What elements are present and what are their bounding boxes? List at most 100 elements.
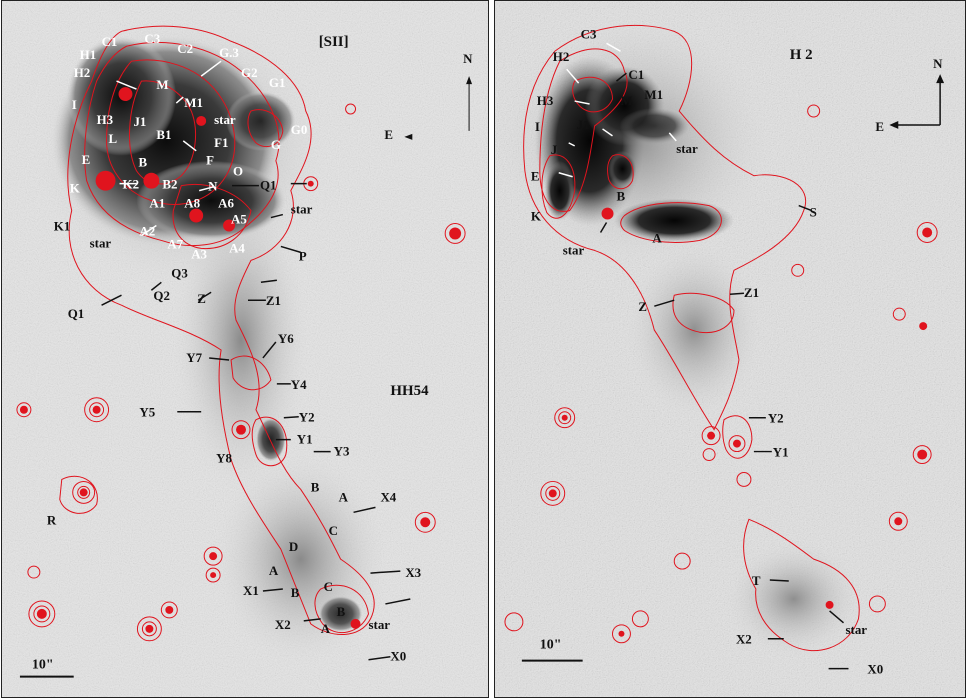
knot-label-p: P <box>299 248 307 263</box>
knot-label-d: D <box>289 539 298 554</box>
sii-compass-east: E <box>384 127 393 142</box>
knot-label-j1: J1 <box>133 114 146 129</box>
knot-label-a7: A7 <box>167 236 183 251</box>
sii-panel-title: [SII] <box>319 34 349 50</box>
knot-label-x1: X1 <box>243 583 259 598</box>
knot-label-a-low2: A <box>321 621 331 636</box>
h2-label-h2: H2 <box>553 49 570 64</box>
knot-label-g: G <box>271 137 281 152</box>
h2-nebula-emission <box>495 11 864 659</box>
knot-label-r-left: R <box>47 512 57 527</box>
sii-compass: N E <box>384 51 473 142</box>
h2-label-m1: M1 <box>644 87 663 102</box>
sii-label-leaders <box>101 60 411 661</box>
h2-label-k: K <box>531 209 541 224</box>
h2-label-j: J <box>551 142 558 157</box>
h2-label-h3: H3 <box>537 93 554 108</box>
knot-label-a1: A1 <box>149 196 165 211</box>
h2-scale-label: 10" <box>540 638 562 653</box>
knot-label-y4: Y4 <box>291 377 307 392</box>
knot-label-y6: Y6 <box>278 331 294 346</box>
sii-image-panel: C1 C3 C2 H1 H2 I H3 J1 L B1 M M1 star G.… <box>1 0 489 698</box>
knot-label-star-a: star <box>214 112 236 127</box>
knot-label-a-mid: A <box>339 489 349 504</box>
knot-label-c2: C2 <box>177 41 193 56</box>
knot-label-f1: F1 <box>214 135 228 150</box>
knot-label-n: N <box>208 179 218 194</box>
h2-compass: N E <box>875 56 945 134</box>
knot-label-x0-left: X0 <box>390 649 406 664</box>
h2-label-leaders <box>558 42 849 670</box>
knot-label-a8: A8 <box>184 196 200 211</box>
knot-label-a-low1: A <box>269 563 279 578</box>
knot-label-k: K <box>70 181 80 196</box>
h2-compass-east: E <box>875 119 884 134</box>
knot-label-star-b: star <box>291 202 313 217</box>
knot-label-a2: A2 <box>139 223 155 238</box>
knot-label-m1: M1 <box>184 95 203 110</box>
knot-label-x3: X3 <box>405 565 421 580</box>
knot-label-h1: H1 <box>80 47 97 62</box>
h2-label-a: A <box>652 230 662 245</box>
knot-label-a3: A3 <box>191 246 207 261</box>
knot-label-c-low: C <box>324 579 333 594</box>
knot-label-y7: Y7 <box>186 350 202 365</box>
sii-contours <box>59 25 375 635</box>
knot-label-z: Z <box>197 291 206 306</box>
h2-label-x2: X2 <box>736 632 752 647</box>
knot-label-g3: G.3 <box>219 45 239 60</box>
knot-label-star-c: star <box>90 235 112 250</box>
knot-label-f: F <box>206 153 214 168</box>
knot-label-m: M <box>156 77 168 92</box>
sii-scale-label: 10" <box>32 658 54 673</box>
knot-label-b1: B1 <box>156 127 171 142</box>
h2-label-star-c: star <box>846 622 868 637</box>
knot-label-o: O <box>233 164 243 179</box>
h2-label-x0: X0 <box>867 662 883 677</box>
knot-label-b: B <box>138 155 147 170</box>
h2-field-stars <box>504 104 938 644</box>
h2-label-b: B <box>616 189 625 204</box>
knot-label-a4: A4 <box>229 240 245 255</box>
h2-label-star-a: star <box>676 141 698 156</box>
knot-label-y2: Y2 <box>299 410 315 425</box>
knot-label-c1: C1 <box>102 34 118 49</box>
knot-label-b-mid: B <box>311 479 320 494</box>
sii-knot-labels-white: C1 C3 C2 H1 H2 I H3 J1 L B1 M M1 star G.… <box>70 31 308 261</box>
sii-compass-north: N <box>463 51 473 66</box>
knot-label-e: E <box>82 152 91 167</box>
knot-label-q3: Q3 <box>171 265 188 280</box>
knot-label-y3: Y3 <box>334 444 350 459</box>
knot-label-y8: Y8 <box>216 451 232 466</box>
knot-label-y1: Y1 <box>297 432 313 447</box>
knot-label-q1-lower: Q1 <box>68 306 85 321</box>
h2-contours <box>523 24 860 652</box>
knot-label-h3: H3 <box>97 112 114 127</box>
h2-knot-labels: C3 H2 C1 H3 M M1 I J1 J star E B K S sta… <box>531 26 883 676</box>
h2-panel-title: H 2 <box>790 47 813 63</box>
h2-compass-north: N <box>933 56 943 71</box>
knot-label-z1: Z1 <box>266 293 281 308</box>
h2-scale-bar: 10" <box>521 638 583 662</box>
h2-label-y2: Y2 <box>768 411 784 426</box>
h2-label-z: Z <box>638 299 647 314</box>
h2-label-j1: J1 <box>577 117 590 132</box>
h2-label-e: E <box>531 169 540 184</box>
knot-label-c3: C3 <box>144 31 160 46</box>
h2-label-s: S <box>810 205 817 220</box>
sii-image: C1 C3 C2 H1 H2 I H3 J1 L B1 M M1 star G.… <box>2 1 488 697</box>
hh54-object-label: HH54 <box>390 383 429 399</box>
h2-image-panel: C3 H2 C1 H3 M M1 I J1 J star E B K S sta… <box>494 0 966 698</box>
knot-label-star-d: star <box>368 617 390 632</box>
h2-label-star-b: star <box>563 242 585 257</box>
knot-label-b2: B2 <box>162 177 177 192</box>
knot-label-b-low2: B <box>337 604 346 619</box>
knot-label-x2-left: X2 <box>275 617 291 632</box>
h2-label-m: M <box>620 93 632 108</box>
knot-label-a6: A6 <box>218 196 234 211</box>
knot-label-b-low1: B <box>291 585 300 600</box>
knot-label-k1: K1 <box>54 218 71 233</box>
knot-label-l: L <box>109 131 118 146</box>
h2-label-c1: C1 <box>628 67 644 82</box>
h2-label-t: T <box>752 573 761 588</box>
